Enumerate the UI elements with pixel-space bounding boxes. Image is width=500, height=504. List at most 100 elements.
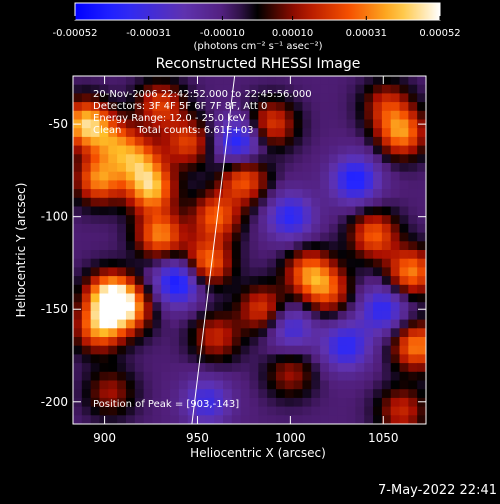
heatmap-cell xyxy=(134,354,145,364)
heatmap-cell xyxy=(258,302,268,312)
heatmap-cell xyxy=(178,136,189,147)
heatmap-cell xyxy=(187,102,198,112)
heatmap-cell xyxy=(152,354,162,364)
heatmap-cell xyxy=(355,163,365,173)
heatmap-cell xyxy=(364,180,374,190)
heatmap-cell xyxy=(355,171,365,181)
heatmap-cell xyxy=(134,371,145,382)
heatmap-cell xyxy=(417,145,426,155)
heatmap-cell xyxy=(381,328,392,338)
heatmap-cell xyxy=(293,145,304,155)
heatmap-cell xyxy=(364,84,374,94)
heatmap-cell xyxy=(381,276,392,286)
heatmap-cell xyxy=(161,319,171,329)
heatmap-cell xyxy=(187,84,198,94)
heatmap-cell xyxy=(178,267,189,277)
heatmap-cell xyxy=(399,250,409,260)
heatmap-cell xyxy=(408,258,418,268)
heatmap-cell xyxy=(390,241,401,251)
heatmap-cell xyxy=(73,206,83,216)
heatmap-cell xyxy=(284,363,295,373)
heatmap-cell xyxy=(337,154,348,164)
heatmap-cell xyxy=(408,337,418,347)
heatmap-cell xyxy=(231,267,242,277)
heatmap-cell xyxy=(196,119,206,129)
heatmap-cell xyxy=(214,310,224,321)
heatmap-cell xyxy=(196,206,206,216)
heatmap-cell xyxy=(320,397,330,408)
heatmap-cell xyxy=(143,293,154,303)
heatmap-cell xyxy=(399,128,409,138)
heatmap-cell xyxy=(364,145,374,155)
heatmap-cell xyxy=(152,180,162,190)
heatmap-cell xyxy=(390,76,401,86)
heatmap-cell xyxy=(205,276,215,286)
heatmap-cell xyxy=(417,319,426,329)
heatmap-cell xyxy=(223,163,233,173)
heatmap-cell xyxy=(196,232,206,242)
heatmap-cell xyxy=(205,180,215,190)
heatmap-cell xyxy=(328,76,339,86)
heatmap-cell xyxy=(302,197,312,208)
heatmap-cell xyxy=(196,337,206,347)
heatmap-cell xyxy=(196,328,206,338)
heatmap-cell xyxy=(302,145,312,155)
heatmap-cell xyxy=(346,76,356,86)
heatmap-cell xyxy=(73,241,83,251)
heatmap-cell xyxy=(143,102,154,112)
heatmap-cell xyxy=(346,223,356,234)
heatmap-cell xyxy=(205,119,215,129)
heatmap-cell xyxy=(337,389,348,399)
heatmap-cell xyxy=(346,363,356,373)
heatmap-cell xyxy=(381,76,392,86)
heatmap-cell xyxy=(417,276,426,286)
annotation-energy-range: Energy Range: 12.0 - 25.0 keV xyxy=(93,113,246,124)
heatmap-cell xyxy=(73,406,83,416)
heatmap-cell xyxy=(258,154,268,164)
heatmap-cell xyxy=(231,293,242,303)
heatmap-cell xyxy=(337,337,348,347)
heatmap-cell xyxy=(108,345,118,355)
heatmap-cell xyxy=(328,154,339,164)
heatmap-cell xyxy=(152,293,162,303)
heatmap-cell xyxy=(90,76,101,86)
heatmap-cell xyxy=(284,136,295,147)
heatmap-cell xyxy=(214,397,224,408)
heatmap-cell xyxy=(99,380,109,390)
heatmap-cell xyxy=(249,354,259,364)
heatmap-cell xyxy=(355,380,365,390)
heatmap-cell xyxy=(187,406,198,416)
heatmap-cell xyxy=(364,197,374,208)
heatmap-cell xyxy=(108,267,118,277)
heatmap-cell xyxy=(337,145,348,155)
heatmap-cell xyxy=(302,328,312,338)
heatmap-cell xyxy=(134,128,145,138)
heatmap-cell xyxy=(328,354,339,364)
heatmap-cell xyxy=(417,163,426,173)
heatmap-cell xyxy=(99,136,109,147)
heatmap-cell xyxy=(223,136,233,147)
heatmap-cell xyxy=(381,389,392,399)
heatmap-cell xyxy=(355,293,365,303)
heatmap-cell xyxy=(390,319,401,329)
colorbar-tick-label: -0.00031 xyxy=(126,28,171,39)
heatmap-cell xyxy=(205,302,215,312)
heatmap-cell xyxy=(311,145,321,155)
heatmap-cell xyxy=(328,102,339,112)
heatmap-cell xyxy=(117,363,127,373)
heatmap-cell xyxy=(152,84,162,94)
heatmap-cell xyxy=(275,397,286,408)
heatmap-cell xyxy=(240,136,251,147)
heatmap-cell xyxy=(408,180,418,190)
heatmap-cell xyxy=(302,406,312,416)
heatmap-cell xyxy=(311,102,321,112)
heatmap-cell xyxy=(337,223,348,234)
heatmap-cell xyxy=(417,154,426,164)
heatmap-cell xyxy=(161,171,171,181)
heatmap-cell xyxy=(152,241,162,251)
heatmap-cell xyxy=(284,337,295,347)
heatmap-cell xyxy=(134,276,145,286)
heatmap-cell xyxy=(293,232,304,242)
heatmap-cell xyxy=(214,163,224,173)
heatmap-cell xyxy=(152,310,162,321)
